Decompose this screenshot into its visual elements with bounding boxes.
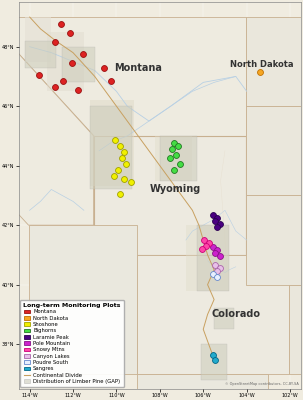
Polygon shape [25, 41, 56, 68]
Polygon shape [186, 225, 229, 290]
Polygon shape [245, 196, 301, 285]
Point [61, 78, 66, 84]
Point [206, 240, 211, 246]
Point [76, 87, 81, 93]
Point [124, 161, 128, 167]
Point [202, 237, 207, 243]
Point [257, 69, 262, 75]
Point [167, 155, 172, 162]
Polygon shape [90, 106, 132, 190]
Polygon shape [137, 255, 289, 374]
Polygon shape [0, 17, 94, 225]
Text: Montana: Montana [114, 62, 162, 72]
Point [69, 60, 74, 66]
Point [59, 21, 64, 28]
Point [52, 84, 57, 90]
Point [217, 253, 222, 260]
Point [215, 214, 220, 221]
Point [119, 155, 124, 162]
Polygon shape [197, 225, 229, 290]
Point [217, 265, 222, 272]
Point [213, 250, 218, 257]
Point [117, 191, 122, 197]
Text: Wyoming: Wyoming [149, 184, 201, 194]
Point [215, 268, 220, 274]
Point [117, 143, 122, 150]
Point [112, 173, 117, 179]
Point [113, 137, 118, 144]
Polygon shape [25, 17, 51, 62]
Point [115, 167, 120, 173]
Point [215, 224, 220, 230]
Point [217, 220, 222, 227]
Point [176, 143, 181, 150]
Legend: Montana, North Dakota, Shoshone, Bighorns, Laramie Peak, Pole Mountain, Snowy Mt: Montana, North Dakota, Shoshone, Bighorn… [20, 300, 124, 387]
Polygon shape [62, 47, 95, 82]
Polygon shape [47, 32, 84, 91]
Point [174, 152, 178, 158]
Text: North Dakota: North Dakota [230, 60, 294, 69]
Polygon shape [28, 225, 137, 374]
Polygon shape [160, 136, 197, 180]
Polygon shape [214, 308, 234, 329]
Point [122, 176, 126, 182]
Point [171, 140, 176, 146]
Point [108, 78, 113, 84]
Point [215, 274, 220, 280]
Polygon shape [90, 100, 134, 186]
Point [169, 146, 174, 152]
Point [213, 218, 218, 224]
Point [128, 179, 133, 185]
Polygon shape [94, 136, 245, 255]
Point [211, 271, 215, 278]
Polygon shape [137, 374, 268, 389]
Point [211, 244, 215, 251]
Text: © OpenStreetMap contributors, CC-BY-SA: © OpenStreetMap contributors, CC-BY-SA [225, 382, 299, 386]
Point [211, 351, 215, 358]
Point [37, 72, 42, 78]
Polygon shape [155, 136, 192, 180]
Point [171, 167, 176, 173]
Polygon shape [289, 285, 301, 374]
Point [102, 64, 107, 71]
Point [213, 262, 218, 268]
Point [52, 39, 57, 46]
Polygon shape [245, 106, 301, 196]
Point [215, 247, 220, 254]
Polygon shape [0, 17, 245, 155]
Point [67, 30, 72, 36]
Point [200, 246, 205, 252]
Point [122, 149, 126, 156]
Polygon shape [201, 344, 227, 380]
Point [211, 212, 215, 218]
Point [204, 243, 209, 249]
Point [178, 161, 183, 167]
Text: Colorado: Colorado [211, 309, 260, 319]
Point [80, 51, 85, 57]
Polygon shape [245, 17, 301, 106]
Point [213, 357, 218, 364]
